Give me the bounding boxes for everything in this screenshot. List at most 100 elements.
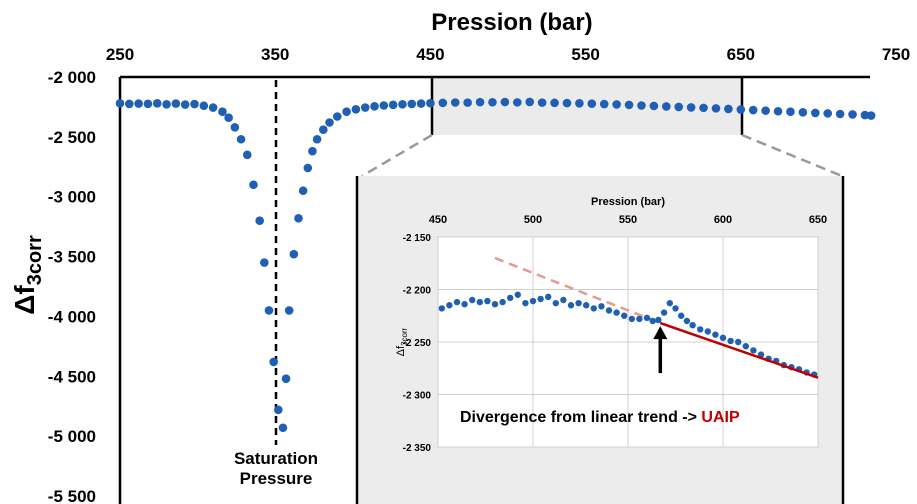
inset-data-point [438, 305, 445, 312]
inset-data-point [683, 317, 691, 325]
main-x-tick-label: 550 [571, 45, 599, 64]
inset-y-tick-label: -2 200 [403, 286, 432, 297]
inset-data-point [545, 293, 552, 301]
inset-x-tick-label: 600 [714, 214, 732, 226]
main-data-point [134, 99, 143, 108]
main-data-point [724, 104, 733, 114]
inset-data-point [453, 298, 461, 306]
main-data-point [786, 107, 795, 117]
main-data-point [125, 99, 134, 109]
main-data-point [798, 108, 808, 117]
main-y-tick-label: -4 500 [48, 367, 96, 386]
inset-data-points [438, 291, 818, 378]
inset-x-tick-labels: 450 500 550 600 650 [429, 214, 827, 226]
inset-data-point [643, 314, 651, 322]
main-y-axis-label: Δf3corr [9, 235, 46, 315]
main-data-point [637, 101, 646, 110]
main-data-point [513, 98, 522, 107]
inset-y-tick-label: -2 150 [403, 233, 432, 244]
inset-y-tick-labels: -2 150 -2 200 -2 250 -2 300 -2 350 [403, 233, 432, 454]
inset-data-point [476, 298, 483, 306]
main-y-tick-labels: -2 000 -2 500 -3 000 -3 500 -4 000 -4 500 -5 0… [48, 68, 96, 504]
zoom-connector-left [361, 133, 433, 178]
inset-data-point [666, 299, 673, 307]
main-data-point [835, 109, 845, 119]
divergence-text: Divergence from linear trend -> [460, 409, 701, 426]
main-data-point [500, 97, 510, 107]
inset-data-point [583, 302, 590, 309]
inset-data-point [727, 337, 734, 345]
inset-data-point [672, 305, 679, 312]
main-data-point [351, 105, 361, 114]
inset-data-point [499, 298, 506, 306]
main-data-point [236, 134, 246, 144]
main-chart-title: Pression (bar) [431, 9, 592, 36]
main-data-point [224, 113, 233, 123]
inset-data-point [529, 297, 537, 305]
uaip-arrow-head [653, 326, 668, 340]
inset-data-point [704, 328, 711, 335]
main-x-tick-label: 350 [261, 45, 289, 64]
main-data-point [249, 180, 258, 190]
inset-data-point [507, 294, 514, 302]
trend-line-solid [659, 321, 819, 379]
main-data-point [463, 98, 472, 107]
main-data-point [255, 216, 264, 225]
inset-data-point [649, 317, 656, 325]
main-data-point [284, 306, 294, 315]
main-data-point [325, 118, 334, 127]
main-data-point [426, 98, 435, 108]
inset-data-point [567, 302, 575, 309]
main-data-point [398, 99, 407, 109]
main-y-tick-label: -2 000 [48, 68, 96, 87]
main-data-point [562, 98, 572, 108]
main-data-point [360, 103, 370, 112]
main-data-point [152, 99, 162, 108]
inset-data-point [575, 299, 582, 307]
main-data-point [438, 98, 448, 108]
main-x-tick-label: 250 [106, 45, 134, 64]
main-data-point [289, 249, 299, 259]
main-data-point [260, 258, 269, 267]
main-data-point [575, 99, 584, 108]
inset-data-point [719, 334, 727, 341]
inset-data-point [590, 305, 597, 312]
main-data-point [332, 112, 342, 121]
main-data-point [303, 163, 313, 173]
inset-data-point [678, 312, 685, 319]
main-y-tick-label: -5 500 [48, 487, 96, 504]
inset-data-point [446, 302, 453, 309]
inset-data-point [621, 312, 628, 319]
inset-data-point [598, 303, 605, 310]
main-data-point [312, 134, 322, 144]
main-y-tick-label: -2 500 [48, 128, 96, 147]
main-data-point [379, 101, 389, 110]
main-data-point [860, 110, 870, 120]
main-data-point [699, 103, 708, 113]
main-data-point [550, 98, 559, 108]
main-data-point [711, 104, 721, 113]
inset-data-point [461, 301, 468, 308]
inset-x-tick-label: 550 [619, 214, 637, 226]
main-y-tick-label: -4 000 [48, 307, 96, 326]
main-data-point [662, 102, 671, 111]
main-x-tick-label: 650 [727, 45, 755, 64]
main-x-tick-labels: 250 350 450 550 650 750 [106, 45, 910, 64]
main-data-point [416, 99, 426, 108]
inset-data-point [469, 296, 476, 304]
main-data-point [342, 107, 351, 117]
main-data-point [143, 99, 153, 109]
inset-data-point [660, 309, 668, 316]
divergence-annotation: Divergence from linear trend -> UAIP [460, 409, 740, 426]
main-data-point [180, 100, 190, 109]
main-data-point [624, 100, 634, 110]
main-y-tick-label: -3 500 [48, 248, 96, 267]
main-data-point [810, 108, 820, 118]
saturation-label-line2: Pressure [240, 469, 313, 488]
main-data-point [242, 150, 252, 160]
main-data-point [475, 97, 485, 107]
main-data-point [319, 125, 328, 134]
inset-data-point [628, 315, 635, 323]
inset-data-point [537, 295, 544, 303]
